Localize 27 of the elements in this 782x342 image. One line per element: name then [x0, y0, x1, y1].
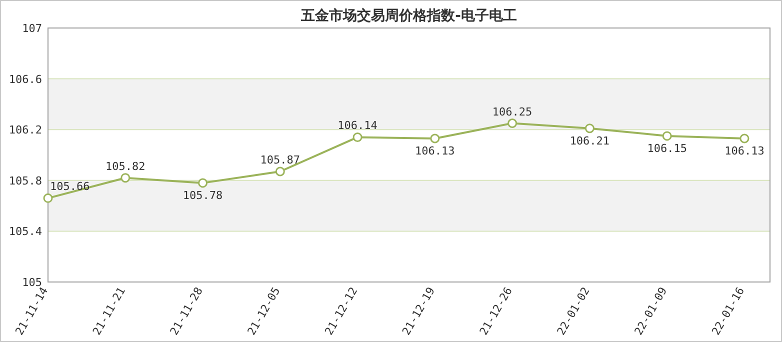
data-label: 106.13 [724, 144, 764, 158]
y-tick-label: 107 [22, 22, 42, 35]
data-label: 106.14 [338, 119, 378, 132]
point [662, 131, 672, 141]
data-label: 106.13 [415, 144, 455, 158]
point [198, 178, 208, 188]
data-label: 105.87 [260, 154, 300, 167]
y-tick-label: 106.6 [8, 72, 42, 86]
data-label: 105.66 [50, 180, 90, 194]
chart-title: 五金市场交易周价格指数-电子电工 [300, 7, 517, 24]
y-tick-label: 105 [22, 276, 42, 289]
point [508, 118, 518, 128]
point [275, 166, 285, 176]
data-label: 106.15 [647, 142, 687, 155]
point [120, 173, 130, 183]
data-label: 105.82 [106, 160, 146, 173]
point [430, 134, 440, 144]
data-label: 105.78 [182, 188, 223, 202]
point [584, 124, 594, 134]
data-label: 106.25 [492, 105, 532, 118]
y-tick-label: 105.8 [8, 174, 42, 188]
data-label: 106.21 [570, 134, 610, 148]
point [352, 132, 362, 142]
y-tick-label: 106.2 [8, 124, 42, 137]
point [740, 134, 750, 144]
y-tick-label: 105.4 [8, 225, 42, 238]
point [43, 193, 53, 203]
